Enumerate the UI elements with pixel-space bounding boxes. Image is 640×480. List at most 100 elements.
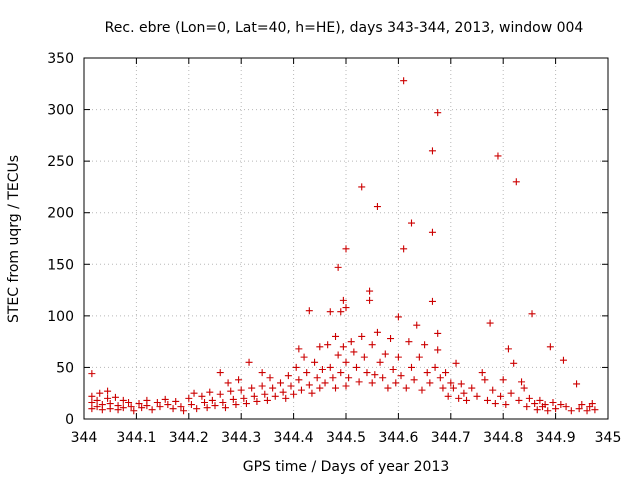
data-point: [96, 389, 104, 397]
data-point: [206, 388, 214, 396]
data-point: [88, 398, 96, 406]
data-point: [334, 351, 342, 359]
data-point: [368, 341, 376, 349]
data-point: [342, 245, 350, 253]
data-point: [588, 400, 596, 408]
data-point: [104, 394, 112, 402]
data-point: [93, 396, 101, 404]
data-point: [373, 203, 381, 211]
data-point: [428, 147, 436, 155]
y-axis-label: STEC from uqrg / TECUs: [6, 155, 22, 323]
data-point: [486, 319, 494, 327]
data-point: [229, 395, 237, 403]
data-point: [295, 376, 303, 384]
data-point: [198, 392, 206, 400]
data-point: [324, 341, 332, 349]
data-point: [510, 359, 518, 367]
data-point: [316, 384, 324, 392]
data-point: [119, 396, 127, 404]
data-point: [483, 396, 491, 404]
data-point: [292, 363, 300, 371]
data-point: [337, 369, 345, 377]
data-point: [295, 345, 303, 353]
data-point: [321, 379, 329, 387]
data-point: [350, 348, 358, 356]
data-point: [463, 396, 471, 404]
data-point: [444, 392, 452, 400]
data-point: [203, 404, 211, 412]
data-point: [400, 245, 408, 253]
data-point: [106, 405, 114, 413]
data-point: [258, 369, 266, 377]
data-point: [130, 407, 138, 415]
data-point: [504, 345, 512, 353]
data-point: [478, 369, 486, 377]
data-point: [525, 394, 533, 402]
data-point: [316, 343, 324, 351]
data-point: [358, 332, 366, 340]
data-point: [164, 401, 172, 409]
data-point: [88, 370, 96, 378]
data-point: [491, 400, 499, 408]
data-point: [402, 384, 410, 392]
x-tick-label: 344.7: [431, 430, 471, 446]
data-point: [591, 406, 599, 414]
data-point: [156, 403, 164, 411]
data-point: [489, 386, 497, 394]
data-point: [520, 384, 528, 392]
data-point: [138, 404, 146, 412]
data-point: [515, 396, 523, 404]
data-point: [379, 374, 387, 382]
data-point: [394, 353, 402, 361]
y-tick-label: 200: [47, 206, 74, 222]
data-point: [497, 392, 505, 400]
data-point: [308, 389, 316, 397]
y-tick-label: 0: [65, 412, 74, 428]
data-point: [219, 398, 227, 406]
data-point: [104, 387, 112, 395]
x-tick-label: 345: [595, 430, 622, 446]
data-point: [187, 401, 195, 409]
x-axis-label: GPS time / Days of year 2013: [243, 459, 450, 475]
data-point: [135, 400, 143, 408]
y-tick-label: 100: [47, 309, 74, 325]
data-point: [177, 403, 185, 411]
data-point: [541, 401, 549, 409]
data-point: [447, 379, 455, 387]
x-tick-label: 344.3: [221, 430, 261, 446]
data-point: [221, 404, 229, 412]
data-point: [559, 356, 567, 364]
data-point: [408, 363, 415, 371]
grid: [84, 58, 608, 419]
data-point: [384, 384, 392, 392]
data-point: [148, 406, 156, 414]
data-point: [352, 363, 360, 371]
data-point: [502, 401, 510, 409]
data-point: [153, 398, 161, 406]
data-point: [161, 395, 169, 403]
data-point: [208, 396, 216, 404]
data-point: [277, 379, 284, 387]
data-point: [258, 382, 266, 390]
data-point: [266, 374, 274, 382]
data-point: [287, 382, 295, 390]
x-tick-label: 344.9: [536, 430, 576, 446]
data-point: [413, 321, 421, 329]
data-point: [567, 407, 575, 415]
data-point: [452, 359, 460, 367]
data-point: [342, 382, 350, 390]
data-point: [248, 384, 256, 392]
x-tick-label: 344.2: [169, 430, 209, 446]
data-point: [583, 407, 591, 415]
y-tick-label: 350: [47, 51, 74, 67]
data-point: [389, 365, 397, 373]
data-point: [263, 396, 271, 404]
x-tick-label: 344.8: [483, 430, 523, 446]
data-point: [332, 332, 340, 340]
data-point: [358, 183, 366, 191]
data-point: [347, 338, 355, 346]
data-point: [342, 304, 350, 312]
x-tick-label: 344.4: [274, 430, 314, 446]
y-axis: 0 50 100 150 200 250 300 350: [47, 51, 608, 428]
